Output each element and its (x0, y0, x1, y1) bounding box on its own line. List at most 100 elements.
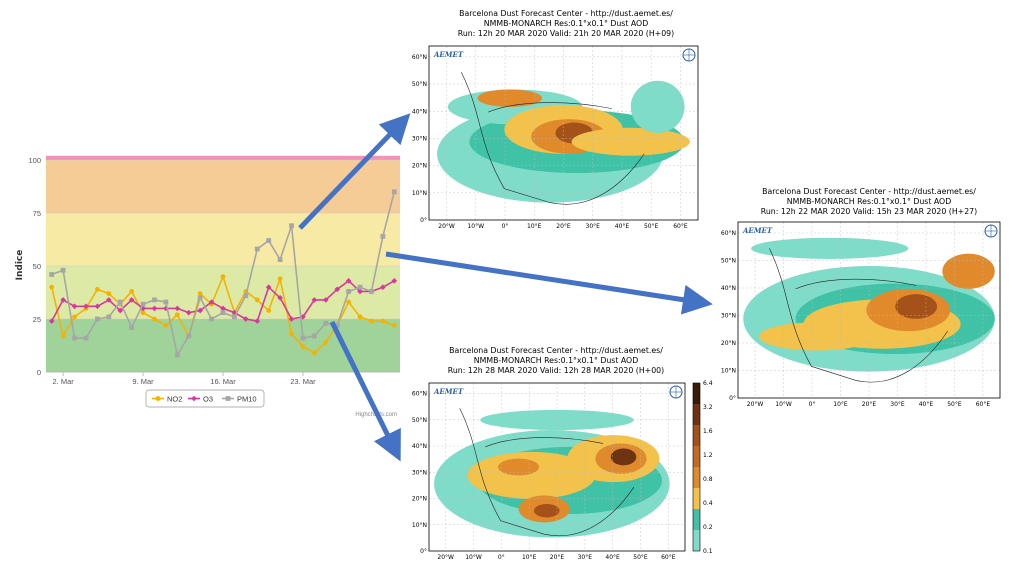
y-tick-50: 50 (33, 262, 41, 271)
y-axis-label: Indice (15, 250, 25, 281)
mediterranean-coast (485, 437, 604, 448)
pm10-point (152, 297, 157, 303)
dust-plume (751, 237, 909, 259)
pm10-point (357, 284, 363, 290)
connecting-arrows (298, 113, 713, 462)
lat-tick: 40°N (412, 443, 427, 450)
lon-tick: 10°W (465, 554, 482, 561)
lat-tick: 60°N (412, 54, 427, 61)
chart-legend[interactable]: NO2 O3 PM10 (145, 389, 265, 408)
lon-tick: 20°W (747, 401, 764, 408)
no2-point (129, 289, 135, 294)
legend-item-no2[interactable]: NO2 (152, 395, 182, 404)
wmo-emblem-icon (984, 224, 998, 238)
y-tick-75: 75 (33, 209, 41, 218)
lat-tick: 20°N (412, 163, 427, 170)
dust-plume (630, 80, 685, 133)
no2-point (369, 318, 374, 324)
no2-point (197, 291, 203, 296)
o3-point (231, 309, 238, 316)
pm10-point (311, 333, 317, 339)
band-2 (46, 213, 400, 266)
colorbar-tick: 0.2 (703, 524, 713, 531)
pm10-point (254, 246, 260, 252)
lat-tick: 0° (729, 395, 736, 402)
coastline (459, 408, 635, 536)
pm10-point (346, 289, 352, 294)
pm10-point (106, 314, 112, 320)
colorbar-tick: 0.8 (703, 476, 713, 483)
o3-point (151, 305, 158, 312)
legend-item-pm10[interactable]: PM10 (222, 395, 257, 404)
lon-tick: 40°E (605, 554, 620, 561)
no2-point (346, 299, 352, 305)
colorbar-tick: 3.2 (703, 404, 713, 411)
no2-point (391, 322, 397, 328)
o3-point (197, 307, 203, 314)
logo-text: AEMET (742, 226, 773, 235)
no2-point (254, 297, 260, 303)
coastline (461, 71, 645, 205)
wmo-emblem-icon (682, 48, 696, 62)
series-pm10 (49, 189, 397, 358)
map-title-line-1: NMMB-MONARCH Res:0.1°x0.1° Dust AOD (474, 356, 638, 365)
legend-box (145, 389, 265, 408)
logo-text: AEMET (433, 387, 464, 396)
colorbar-segment (693, 425, 700, 446)
lon-tick: 10°E (833, 401, 848, 408)
o3-point (322, 297, 329, 303)
legend-marker-pm10 (225, 396, 231, 401)
band-3 (46, 160, 400, 213)
dust-map-h09: Barcelona Dust Forecast Center - http://… (412, 9, 699, 230)
o3-point (220, 305, 226, 312)
x-tick-1: 9. Mar (132, 377, 154, 386)
aemet-logo: AEMET (432, 49, 464, 59)
lon-tick: 10°E (527, 223, 542, 230)
lon-tick: 20°W (437, 554, 454, 561)
air-quality-index-chart: 0 25 50 75 100 2. Mar 9. Mar 16. Mar 23. Mar In… (15, 155, 400, 418)
lat-tick: 50°N (412, 417, 427, 424)
map-frame (428, 382, 686, 552)
colorbar-segment (693, 404, 700, 425)
o3-point (334, 286, 340, 293)
map-title-line-0: Barcelona Dust Forecast Center - http://… (459, 9, 673, 18)
lon-tick: 20°E (550, 554, 565, 561)
lat-tick: 0° (420, 217, 427, 224)
no2-point (152, 316, 157, 322)
lon-tick: 50°E (644, 223, 659, 230)
lat-tick: 10°N (412, 522, 427, 529)
colorbar-tick: 1.6 (703, 428, 713, 435)
lat-tick: 10°N (721, 368, 736, 375)
quality-bands (46, 155, 400, 372)
dust-plume (533, 503, 560, 518)
o3-point (243, 316, 249, 322)
lat-tick: 40°N (721, 285, 736, 292)
legend-label-o3: O3 (203, 395, 213, 404)
x-tick-labels: 2. Mar 9. Mar 16. Mar 23. Mar (52, 372, 316, 386)
lon-tick: 0° (498, 554, 505, 561)
lat-tick: 50°N (412, 81, 427, 88)
o3-point (185, 309, 192, 316)
pm10-point (49, 272, 55, 277)
o3-point (83, 303, 89, 310)
logo-bg (432, 49, 458, 59)
dust-field (429, 46, 698, 220)
pm10-point (323, 320, 329, 326)
no2-point (300, 344, 306, 349)
o3-point (311, 297, 318, 303)
mediterranean-coast (795, 278, 917, 290)
mediterranean-coast (488, 102, 612, 113)
pm10-point (186, 333, 192, 339)
lon-tick: 10°W (467, 223, 484, 230)
lon-tick: 0° (502, 223, 509, 230)
map-title-line-2: Run: 12h 20 MAR 2020 Valid: 21h 20 MAR 2… (458, 29, 674, 38)
legend-item-o3[interactable]: O3 (188, 395, 213, 404)
lat-tick: 20°N (721, 340, 736, 347)
no2-point (277, 276, 283, 282)
pm10-point (391, 189, 397, 195)
y-tick-100: 100 (28, 156, 41, 165)
band-0 (46, 319, 400, 372)
map-title-line-0: Barcelona Dust Forecast Center - http://… (449, 346, 663, 355)
dust-map-h00: Barcelona Dust Forecast Center - http://… (412, 346, 713, 561)
y-tick-25: 25 (33, 315, 41, 324)
